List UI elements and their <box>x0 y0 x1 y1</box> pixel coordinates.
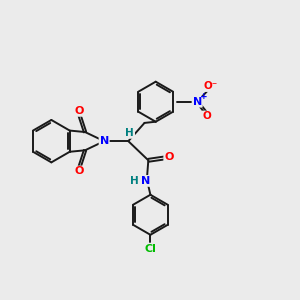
Text: N: N <box>193 97 202 107</box>
Text: Cl: Cl <box>145 244 156 254</box>
Text: H: H <box>130 176 139 186</box>
Text: N: N <box>141 176 150 186</box>
Text: +: + <box>200 92 208 101</box>
Text: O: O <box>202 111 211 122</box>
Text: N: N <box>100 136 109 146</box>
Text: O: O <box>74 167 84 176</box>
Text: H: H <box>125 128 134 138</box>
Text: O: O <box>74 106 84 116</box>
Text: O⁻: O⁻ <box>203 81 217 91</box>
Text: O: O <box>164 152 174 162</box>
